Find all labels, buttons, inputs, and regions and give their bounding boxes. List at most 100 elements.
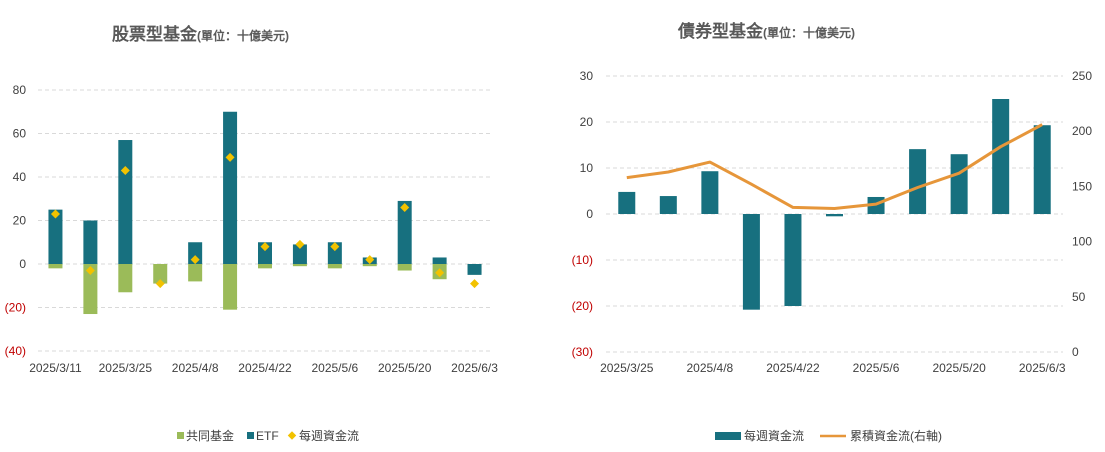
equity-markers: [50, 152, 480, 289]
x-tick-label: 2025/4/22: [766, 361, 820, 375]
bar-weekly-flow: [618, 191, 636, 214]
bar-mutual-fund: [362, 264, 377, 267]
marker-weekly-flow: [435, 268, 445, 278]
legend-label-etf: ETF: [256, 429, 279, 443]
bond-chart-title: 債券型基金(單位：十億美元): [677, 21, 855, 41]
x-tick-label: 2025/4/8: [687, 361, 734, 375]
x-tick-label: 2025/5/20: [378, 361, 432, 375]
bar-etf: [188, 242, 203, 264]
bar-etf: [467, 264, 482, 275]
marker-weekly-flow: [295, 239, 305, 249]
legend-label-weekly: 每週資金流: [744, 428, 804, 443]
marker-weekly-flow: [365, 255, 375, 265]
y2-tick-label: 0: [1072, 345, 1079, 359]
bar-weekly-flow: [784, 214, 802, 306]
bar-etf: [118, 140, 133, 264]
marker-weekly-flow: [260, 242, 270, 252]
bond-fund-chart: 債券型基金(單位：十億美元) 30 20 10 0 (10) (20) (30) 250 20…: [572, 21, 1093, 443]
bar-weekly-flow: [742, 214, 760, 310]
y-tick-label: (40): [5, 344, 26, 358]
bar-etf: [397, 200, 412, 264]
equity-title-main: 股票型基金: [112, 24, 198, 44]
legend-label-cumulative: 累積資金流(右軸): [850, 428, 942, 443]
bar-etf: [327, 242, 342, 264]
marker-weekly-flow: [190, 255, 200, 265]
x-tick-label: 2025/5/6: [853, 361, 900, 375]
bond-legend: 每週資金流 累積資金流(右軸): [715, 428, 942, 443]
legend-swatch-mutual: [177, 432, 184, 439]
bar-mutual-fund: [188, 264, 203, 282]
marker-weekly-flow: [470, 279, 480, 289]
marker-weekly-flow: [330, 242, 340, 252]
y2-tick-label: 50: [1072, 290, 1086, 304]
legend-swatch-net: [287, 431, 297, 440]
equity-chart-title: 股票型基金(單位：十億美元): [112, 24, 289, 44]
y-tick-label: 0: [586, 207, 593, 221]
y-tick-label: (20): [5, 301, 26, 315]
y-tick-label: 30: [580, 69, 594, 83]
bar-etf: [48, 209, 63, 264]
y-tick-label: 20: [580, 115, 594, 129]
bar-weekly-flow: [701, 171, 719, 214]
y-tick-label: 40: [13, 170, 27, 184]
bar-etf: [432, 257, 447, 264]
bond-title-unit: (單位：十億美元): [763, 25, 855, 40]
y-tick-label: 20: [13, 214, 27, 228]
x-tick-label: 2025/3/11: [29, 361, 82, 375]
legend-label-net: 每週資金流: [299, 428, 359, 443]
y-tick-label: 0: [19, 257, 26, 271]
bar-weekly-flow: [826, 214, 843, 217]
bar-mutual-fund: [397, 264, 412, 271]
x-tick-label: 2025/3/25: [99, 361, 153, 375]
equity-gridlines: [38, 89, 492, 352]
marker-weekly-flow: [225, 152, 235, 162]
bar-weekly-flow: [909, 149, 927, 214]
equity-fund-chart: 股票型基金(單位：十億美元) 80 60 40 20 0 (20) (40) 2025/3/…: [5, 24, 499, 443]
marker-weekly-flow: [155, 279, 165, 289]
bar-weekly-flow: [950, 154, 968, 214]
y2-tick-label: 150: [1072, 179, 1092, 193]
equity-legend: 共同基金 ETF 每週資金流: [177, 428, 359, 443]
bar-mutual-fund: [48, 264, 63, 269]
x-tick-label: 2025/3/25: [600, 361, 654, 375]
y-tick-label: (30): [572, 345, 593, 359]
y2-tick-label: 200: [1072, 124, 1092, 138]
y-tick-label: 60: [13, 127, 27, 141]
bar-etf: [83, 220, 98, 264]
legend-swatch-weekly: [715, 432, 741, 440]
marker-weekly-flow: [120, 165, 130, 175]
bond-cumulative-line: [626, 123, 1043, 210]
equity-x-axis: 2025/3/11 2025/3/25 2025/4/8 2025/4/22 2025/…: [29, 361, 498, 375]
y-tick-label: 10: [580, 161, 594, 175]
y2-tick-label: 250: [1072, 69, 1092, 83]
bar-mutual-fund: [327, 264, 342, 269]
bond-title-main: 債券型基金: [677, 21, 764, 41]
equity-title-unit: (單位：十億美元): [197, 28, 289, 43]
y-tick-label: (10): [572, 253, 593, 267]
bar-etf: [258, 242, 272, 264]
bar-mutual-fund: [258, 264, 272, 269]
marker-weekly-flow: [50, 209, 60, 219]
bar-mutual-fund: [153, 264, 168, 284]
y-tick-label: 80: [13, 83, 27, 97]
bond-bars: [618, 99, 1051, 310]
bond-x-axis: 2025/3/25 2025/4/8 2025/4/22 2025/5/6 2025/5…: [600, 361, 1066, 375]
bar-mutual-fund: [292, 264, 307, 267]
x-tick-label: 2025/4/22: [238, 361, 292, 375]
equity-bars: [48, 111, 482, 315]
bar-weekly-flow: [992, 99, 1010, 214]
bond-y-axis-right: 250 200 150 100 50 0: [1072, 69, 1092, 359]
equity-y-axis: 80 60 40 20 0 (20) (40): [5, 83, 27, 358]
marker-weekly-flow: [85, 266, 95, 276]
y-tick-label: (20): [572, 299, 593, 313]
bond-y-axis-left: 30 20 10 0 (10) (20) (30): [572, 69, 594, 359]
x-tick-label: 2025/6/3: [1019, 361, 1066, 375]
x-tick-label: 2025/5/20: [932, 361, 986, 375]
line-cumulative-flow: [626, 123, 1043, 210]
legend-label-mutual: 共同基金: [186, 428, 234, 443]
x-tick-label: 2025/6/3: [451, 361, 498, 375]
bond-gridlines: [606, 75, 1063, 353]
marker-weekly-flow: [400, 202, 410, 212]
x-tick-label: 2025/5/6: [311, 361, 358, 375]
